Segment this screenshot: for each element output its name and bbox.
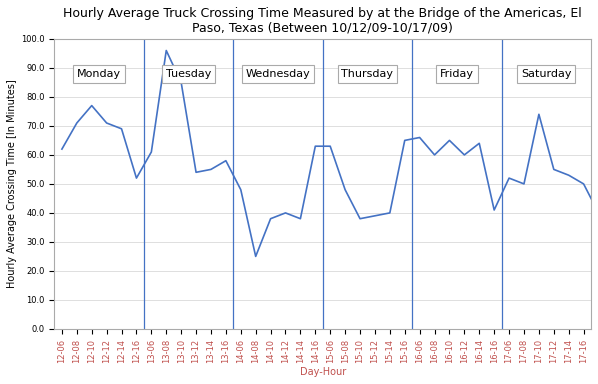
Text: Monday: Monday xyxy=(77,69,121,79)
Text: Tuesday: Tuesday xyxy=(166,69,211,79)
Text: Friday: Friday xyxy=(440,69,474,79)
X-axis label: Day-Hour: Day-Hour xyxy=(300,367,346,377)
Text: Thursday: Thursday xyxy=(341,69,393,79)
Title: Hourly Average Truck Crossing Time Measured by at the Bridge of the Americas, El: Hourly Average Truck Crossing Time Measu… xyxy=(63,7,582,35)
Y-axis label: Hourly Average Crossing Time [In Minutes]: Hourly Average Crossing Time [In Minutes… xyxy=(7,79,17,288)
Text: Wednesday: Wednesday xyxy=(246,69,310,79)
Text: Saturday: Saturday xyxy=(521,69,572,79)
